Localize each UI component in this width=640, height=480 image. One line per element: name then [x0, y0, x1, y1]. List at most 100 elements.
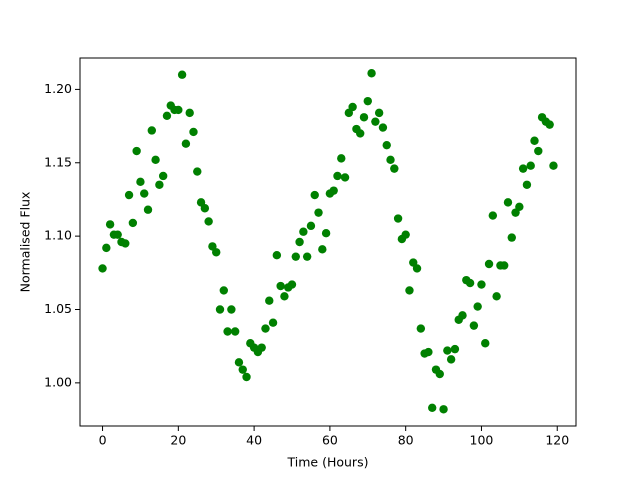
data-point	[177, 70, 187, 79]
data-point	[302, 252, 312, 261]
data-point	[390, 164, 399, 173]
data-point	[272, 251, 282, 260]
data-point	[151, 155, 160, 165]
data-point	[265, 296, 274, 305]
data-point	[348, 102, 357, 112]
data-point	[162, 111, 172, 121]
data-point	[132, 146, 141, 156]
data-point	[200, 204, 210, 213]
data-point	[333, 171, 342, 181]
data-point	[306, 221, 316, 231]
data-point	[147, 126, 157, 135]
data-point	[121, 239, 130, 248]
data-point	[280, 292, 289, 301]
data-point	[534, 146, 543, 156]
plot-frame	[79, 57, 577, 427]
data-point	[314, 208, 323, 217]
data-point	[128, 218, 138, 228]
data-point	[287, 280, 297, 289]
data-point	[181, 139, 191, 148]
data-point	[386, 155, 395, 165]
data-point	[443, 346, 452, 355]
data-point	[204, 217, 213, 226]
data-point	[371, 117, 380, 126]
data-point	[215, 305, 225, 314]
data-point	[484, 259, 494, 269]
data-point	[488, 211, 498, 220]
data-point	[223, 327, 232, 336]
data-point	[212, 248, 221, 257]
data-point	[477, 280, 486, 289]
data-point	[227, 305, 236, 314]
data-point	[140, 189, 149, 198]
data-point	[401, 230, 410, 239]
data-point	[522, 180, 532, 189]
x-tick-label: 120	[545, 433, 569, 448]
data-point	[503, 198, 513, 207]
data-point	[526, 161, 535, 170]
data-point	[318, 245, 327, 254]
data-point	[382, 140, 391, 150]
x-tick-label: 100	[470, 433, 494, 448]
x-tick-label: 80	[398, 433, 414, 448]
data-point	[549, 161, 558, 170]
data-point	[356, 129, 365, 138]
data-point	[155, 180, 164, 189]
data-point	[515, 202, 524, 211]
data-point	[185, 108, 194, 118]
data-point	[469, 321, 479, 330]
data-point	[412, 264, 422, 273]
data-point	[219, 286, 228, 295]
data-point	[439, 405, 448, 414]
data-point	[337, 154, 346, 163]
data-point	[393, 214, 403, 223]
data-point	[428, 403, 437, 413]
data-point	[416, 324, 426, 333]
data-point	[518, 164, 528, 173]
data-point	[102, 243, 111, 253]
data-point	[261, 324, 270, 333]
data-point	[424, 347, 433, 357]
data-point	[492, 292, 501, 301]
data-point	[458, 311, 467, 320]
y-tick-label: 1.00	[44, 374, 72, 389]
data-point	[238, 365, 247, 374]
y-tick-label: 1.10	[44, 228, 72, 243]
data-point	[242, 372, 251, 382]
data-point	[465, 278, 475, 288]
x-tick-label: 40	[246, 433, 262, 448]
y-tick-label: 1.20	[44, 81, 72, 96]
x-tick-label: 20	[170, 433, 186, 448]
data-point	[405, 286, 414, 295]
data-point	[98, 264, 107, 273]
data-point	[473, 302, 482, 311]
data-point	[310, 190, 319, 200]
y-tick-label: 1.15	[44, 154, 72, 169]
data-point	[499, 261, 509, 270]
data-point	[530, 136, 539, 145]
y-tick-label: 1.05	[44, 301, 72, 316]
data-point	[329, 186, 338, 195]
data-point	[340, 173, 350, 182]
data-point	[435, 369, 444, 379]
data-point	[276, 281, 285, 291]
data-point	[367, 69, 376, 78]
data-point	[113, 230, 122, 239]
data-point	[363, 96, 372, 106]
data-point	[359, 113, 369, 122]
data-point	[105, 220, 115, 229]
data-point	[291, 252, 300, 261]
data-point	[174, 105, 183, 115]
data-point	[481, 339, 490, 348]
data-point	[507, 233, 516, 242]
x-axis-label: Time (Hours)	[287, 455, 369, 470]
x-tick-label: 60	[322, 433, 338, 448]
data-point	[230, 327, 240, 336]
data-point	[321, 228, 331, 238]
data-point	[143, 205, 153, 214]
data-point	[158, 171, 168, 181]
data-point	[234, 358, 244, 367]
data-point	[257, 343, 266, 352]
